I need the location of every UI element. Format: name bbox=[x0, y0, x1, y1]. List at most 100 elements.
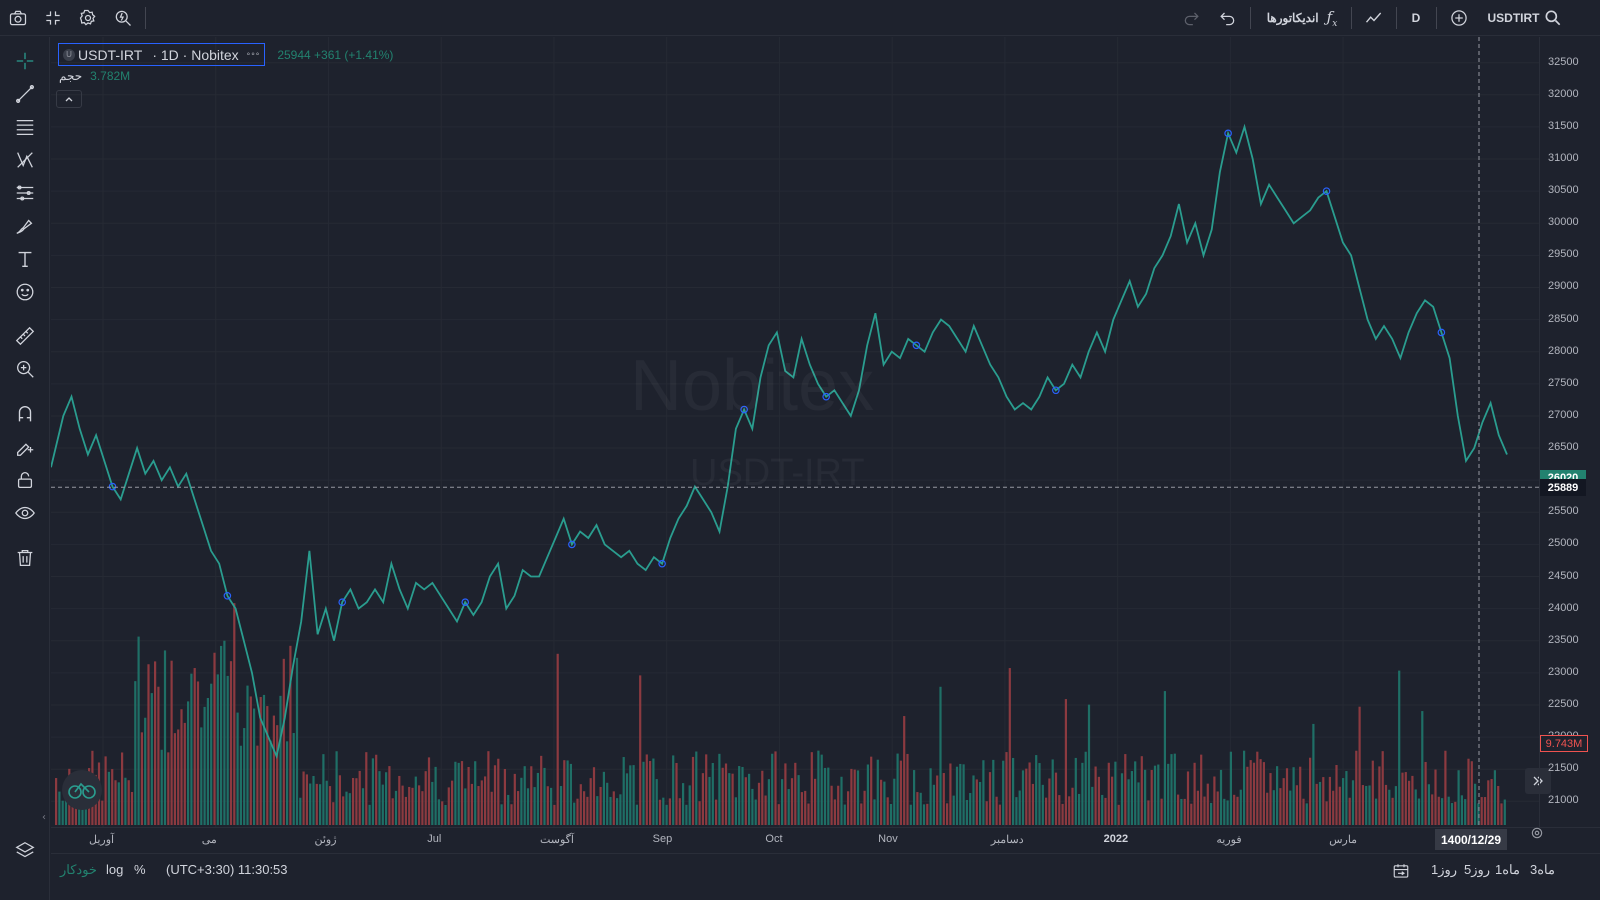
volume-bar bbox=[64, 782, 68, 825]
volume-bar bbox=[919, 792, 922, 825]
indicators-button[interactable]: اندیکاتورها ƒx bbox=[1262, 5, 1342, 31]
time-axis[interactable]: آوریل می ژوئن Jul آگوست Sep Oct Nov دسامبر 2022 فو… bbox=[51, 827, 1600, 853]
volume-bar bbox=[1081, 762, 1084, 825]
volume-bar bbox=[1441, 798, 1444, 825]
legend-symbol-box[interactable]: U USDT-IRT · 1D · Nobitex ◦◦◦ bbox=[58, 43, 266, 66]
emoji-icon[interactable] bbox=[10, 278, 40, 306]
volume-bar bbox=[451, 780, 454, 825]
volume-bar bbox=[814, 778, 817, 825]
volume-bar bbox=[1269, 773, 1272, 825]
text-icon[interactable] bbox=[10, 245, 40, 273]
trash-icon[interactable] bbox=[10, 544, 40, 572]
volume-bar bbox=[1454, 801, 1457, 825]
volume-bar bbox=[764, 795, 767, 825]
volume-bar bbox=[675, 763, 678, 825]
volume-bar bbox=[1394, 786, 1397, 825]
lock-icon[interactable] bbox=[10, 466, 40, 494]
volume-bar bbox=[1312, 723, 1315, 825]
price-axis[interactable]: 32500 32000 31500 31000 30500 30000 29500 29000… bbox=[1539, 37, 1600, 827]
volume-bar bbox=[111, 769, 114, 825]
volume-bar bbox=[1038, 763, 1041, 825]
date-range-icon[interactable] bbox=[1392, 862, 1410, 884]
trend-line-icon[interactable] bbox=[10, 80, 40, 108]
volume-bar bbox=[1355, 750, 1358, 825]
settings-icon[interactable] bbox=[76, 5, 100, 31]
volume-bar bbox=[767, 779, 770, 825]
percent-toggle[interactable]: % bbox=[134, 862, 146, 877]
volume-bar bbox=[394, 790, 398, 825]
volume-bar bbox=[998, 804, 1001, 825]
symbol-label: USDTIRT bbox=[1487, 11, 1540, 25]
axis-settings-icon[interactable] bbox=[1530, 825, 1544, 844]
volume-bar bbox=[738, 766, 741, 825]
interval-button[interactable]: D bbox=[1411, 11, 1421, 25]
volume-bar bbox=[216, 674, 219, 825]
redo-icon[interactable] bbox=[1180, 5, 1204, 31]
camera-icon[interactable] bbox=[6, 5, 30, 31]
volume-bar bbox=[276, 725, 279, 825]
brush-icon[interactable] bbox=[10, 212, 40, 240]
log-toggle[interactable]: log bbox=[106, 862, 124, 877]
magnet-icon[interactable] bbox=[10, 400, 40, 428]
volume-bar bbox=[698, 801, 701, 825]
volume-bar bbox=[642, 761, 645, 825]
chart-pane[interactable] bbox=[51, 37, 1539, 827]
volume-bar bbox=[1276, 766, 1279, 825]
volume-bar bbox=[101, 800, 104, 825]
volume-bar bbox=[348, 793, 351, 825]
clock-label[interactable]: (UTC+3:30) 11:30:53 bbox=[166, 862, 288, 877]
range-3m[interactable]: 3ماه bbox=[1530, 862, 1555, 877]
symbol-search-button[interactable]: USDTIRT bbox=[1486, 5, 1564, 31]
line-chart-icon[interactable] bbox=[1362, 5, 1386, 31]
layers-icon[interactable] bbox=[10, 837, 40, 865]
volume-bar bbox=[632, 765, 635, 825]
price-chart[interactable] bbox=[51, 37, 1539, 827]
volume-bar bbox=[1249, 760, 1252, 825]
auto-toggle[interactable]: خودکار bbox=[60, 862, 97, 877]
price-tick: 27500 bbox=[1548, 376, 1579, 389]
eye-icon[interactable] bbox=[10, 499, 40, 527]
zoom-in-icon[interactable] bbox=[10, 355, 40, 383]
price-tick: 31500 bbox=[1548, 119, 1579, 132]
time-tick: 2022 bbox=[1103, 833, 1129, 845]
collapse-legend-button[interactable] bbox=[56, 90, 82, 108]
volume-bar bbox=[1375, 798, 1378, 825]
volume-bar bbox=[190, 673, 193, 825]
volume-bar bbox=[200, 727, 203, 825]
collapse-toolbar-icon[interactable]: ‹ bbox=[42, 812, 46, 823]
volume-bar bbox=[150, 693, 153, 825]
pattern-icon[interactable] bbox=[10, 146, 40, 174]
volume-bar bbox=[1315, 783, 1318, 825]
volume-bar bbox=[266, 706, 269, 825]
range-5d[interactable]: 5روز bbox=[1464, 862, 1491, 877]
volume-bar bbox=[84, 794, 87, 825]
fib-icon[interactable] bbox=[10, 179, 40, 207]
volume-bar bbox=[1398, 670, 1401, 825]
volume-bar bbox=[787, 789, 790, 825]
volume-bar bbox=[1170, 754, 1173, 825]
horizontal-lines-icon[interactable] bbox=[10, 113, 40, 141]
volume-bar bbox=[1358, 706, 1361, 825]
volume-bar bbox=[437, 799, 440, 825]
range-1d[interactable]: 1روز bbox=[1431, 862, 1458, 877]
nobitex-logo[interactable] bbox=[62, 770, 102, 810]
volume-bar bbox=[1285, 768, 1289, 825]
volume-bar bbox=[1295, 785, 1298, 825]
price-tick: 30000 bbox=[1548, 216, 1579, 229]
ruler-icon[interactable] bbox=[10, 322, 40, 350]
volume-bar bbox=[985, 801, 988, 825]
quick-search-icon[interactable] bbox=[111, 5, 135, 31]
crosshair-icon[interactable] bbox=[10, 47, 40, 75]
undo-icon[interactable] bbox=[1215, 5, 1239, 31]
volume-bar bbox=[952, 795, 955, 825]
volume-bar bbox=[705, 754, 708, 825]
volume-bar bbox=[480, 780, 483, 825]
lock-drawing-icon[interactable] bbox=[10, 433, 40, 461]
more-icon[interactable]: ◦◦◦ bbox=[246, 49, 261, 60]
fullscreen-icon[interactable] bbox=[41, 5, 65, 31]
volume-bar bbox=[837, 785, 840, 825]
volume-bar bbox=[1338, 786, 1341, 825]
volume-bar bbox=[1094, 766, 1097, 825]
range-1m[interactable]: 1ماه bbox=[1495, 862, 1520, 877]
add-compare-icon[interactable] bbox=[1447, 5, 1471, 31]
